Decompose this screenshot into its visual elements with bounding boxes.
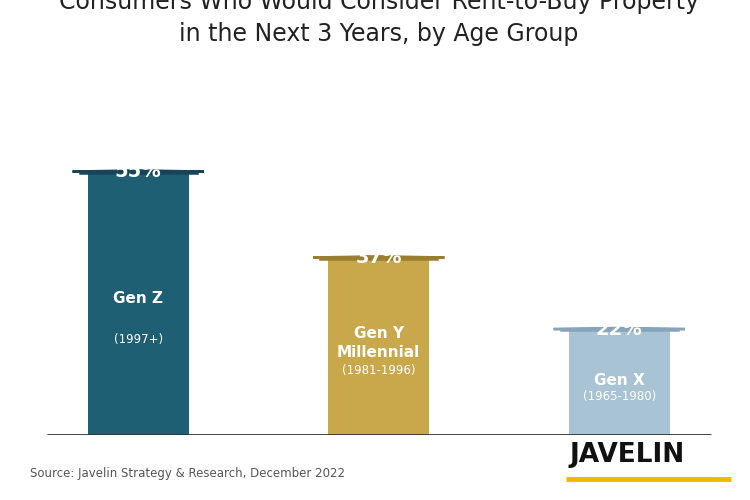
Text: Gen Z: Gen Z (113, 291, 164, 306)
Text: Gen X: Gen X (594, 373, 645, 388)
Polygon shape (73, 170, 204, 172)
Text: JAVELIN: JAVELIN (570, 442, 686, 468)
Text: (1965-1980): (1965-1980) (583, 390, 656, 403)
Text: 55%: 55% (115, 162, 161, 182)
Text: Gen Y
Millennial: Gen Y Millennial (338, 326, 420, 360)
Text: 37%: 37% (356, 248, 402, 268)
Text: Source: Javelin Strategy & Research, December 2022: Source: Javelin Strategy & Research, Dec… (30, 467, 345, 480)
Polygon shape (554, 328, 685, 329)
FancyBboxPatch shape (561, 329, 678, 330)
Text: (1997+): (1997+) (114, 332, 163, 345)
Title: Consumers Who Would Consider Rent-to-Buy Property
in the Next 3 Years, by Age Gr: Consumers Who Would Consider Rent-to-Buy… (58, 0, 699, 46)
FancyBboxPatch shape (88, 172, 189, 435)
FancyBboxPatch shape (568, 330, 670, 435)
Text: 22%: 22% (596, 320, 643, 339)
Text: (1981-1996): (1981-1996) (342, 364, 416, 377)
Polygon shape (313, 256, 445, 258)
FancyBboxPatch shape (328, 258, 429, 435)
